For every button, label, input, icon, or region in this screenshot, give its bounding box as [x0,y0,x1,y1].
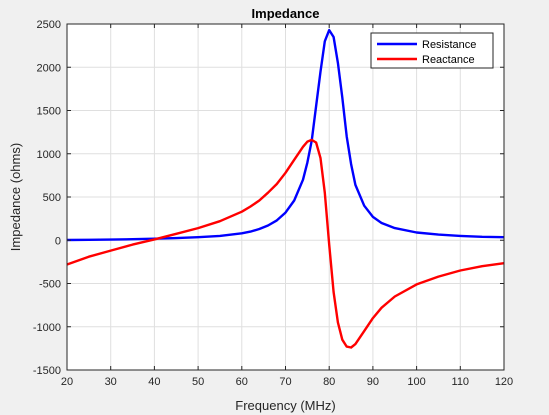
plot-area: 20 30 40 50 60 70 80 90 100 110 120 2500 2000 1500 100… [33,19,513,388]
x-tick-label: 30 [105,376,117,388]
y-tick-label: 500 [43,192,61,204]
y-tick-label: 0 [55,235,61,247]
y-tick-label: -1000 [33,322,61,334]
x-axis-label: Frequency (MHz) [235,398,335,413]
x-tick-label: 50 [192,376,204,388]
x-tick-label: 120 [495,376,513,388]
legend-label-reactance: Reactance [422,54,475,66]
x-tick-label: 40 [148,376,160,388]
y-tick-label: -1500 [33,365,61,377]
chart-title: Impedance [252,6,320,21]
legend-label-resistance: Resistance [422,39,476,51]
y-tick-label: 2500 [37,19,61,31]
y-tick-label: 1500 [37,106,61,118]
x-tick-label: 90 [367,376,379,388]
x-tick-label: 110 [452,376,470,388]
x-tick-label: 70 [279,376,291,388]
series-line-resistance [66,28,505,242]
x-tick-label: 60 [236,376,248,388]
y-tick-label: 2000 [37,62,61,74]
x-tick-label: 20 [61,376,73,388]
x-tick-label: 100 [407,376,425,388]
y-tick-label: -500 [39,279,61,291]
legend: Resistance Reactance [370,32,494,69]
series-line-reactance [66,138,505,349]
y-axis-label: Impedance (ohms) [8,143,23,251]
legend-box [370,32,494,69]
x-tick-label: 80 [323,376,335,388]
y-tick-label: 1000 [37,149,61,161]
